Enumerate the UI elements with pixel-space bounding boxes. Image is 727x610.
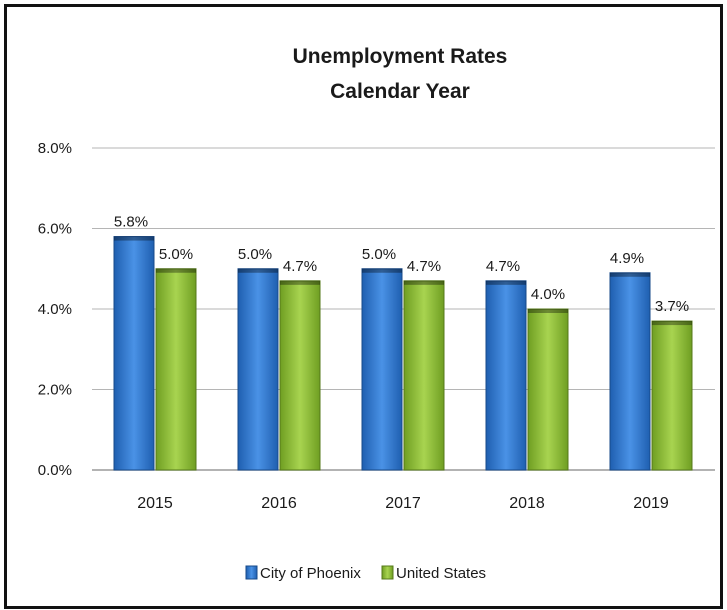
bar-top-edge [362,268,402,273]
legend-label-phoenix: City of Phoenix [260,565,361,582]
chart-subtitle: Calendar Year [330,80,470,103]
data-label-phoenix: 4.9% [610,250,644,267]
data-label-us: 4.7% [283,258,317,275]
data-label-us: 4.7% [407,258,441,275]
x-tick-label: 2018 [509,495,545,512]
data-label-phoenix: 4.7% [486,258,520,275]
data-label-phoenix: 5.0% [362,246,396,263]
bar-us [651,320,693,471]
bar-top-edge [610,272,650,277]
bar-top-edge [652,321,692,326]
x-tick-label: 2017 [385,495,421,512]
x-tick-label: 2015 [137,495,173,512]
bar-top-edge [156,268,196,273]
bar-phoenix [237,268,279,471]
chart-title: Unemployment Rates [293,45,508,68]
bar-phoenix [485,280,527,471]
data-label-us: 3.7% [655,298,689,315]
legend-swatch-us [381,565,394,580]
bar-us [279,280,321,471]
bar-phoenix [113,236,155,471]
bar-phoenix [361,268,403,471]
data-label-us: 4.0% [531,286,565,303]
data-label-us: 5.0% [159,246,193,263]
y-tick-label: 8.0% [38,140,72,157]
legend-swatch-phoenix [245,565,258,580]
bar-top-edge [114,236,154,241]
data-label-phoenix: 5.8% [114,214,148,231]
y-tick-label: 0.0% [38,462,72,479]
bar-phoenix [609,272,651,471]
bar-top-edge [528,309,568,313]
data-label-phoenix: 5.0% [238,246,272,263]
y-tick-label: 6.0% [38,221,72,238]
y-tick-label: 4.0% [38,301,72,318]
bar-top-edge [238,268,278,273]
bar-us [155,268,197,471]
x-tick-label: 2016 [261,495,297,512]
bar-top-edge [404,280,444,285]
bar-us [403,280,445,471]
legend-label-us: United States [396,565,486,582]
y-tick-label: 2.0% [38,382,72,399]
bar-top-edge [486,280,526,285]
bar-us [527,308,569,471]
x-tick-label: 2019 [633,495,669,512]
bar-top-edge [280,280,320,285]
